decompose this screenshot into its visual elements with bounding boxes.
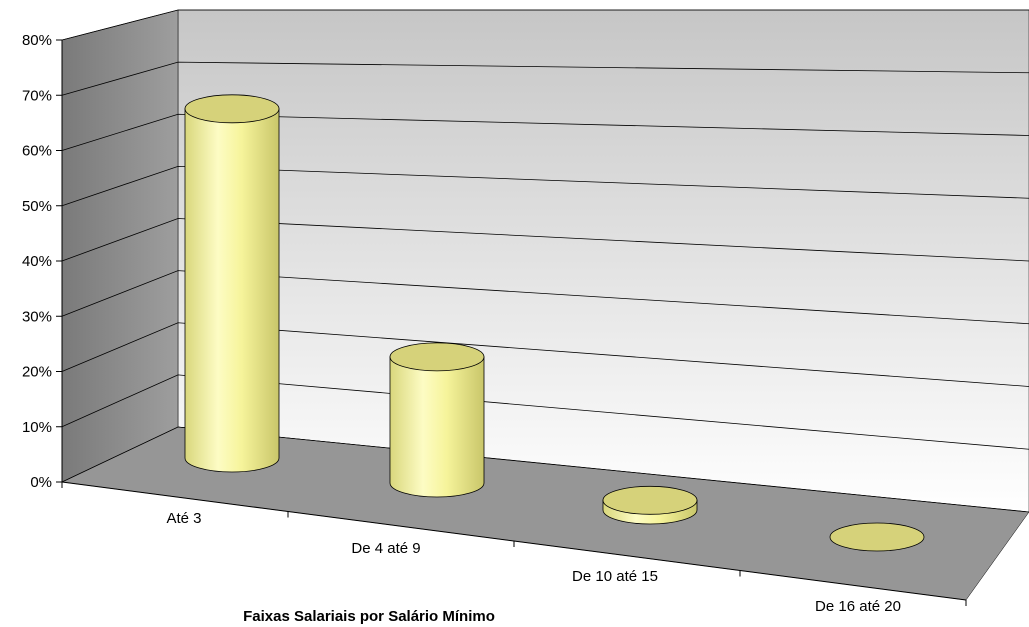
bar-1	[184, 94, 280, 473]
x-axis-title: Faixas Salariais por Salário Mínimo	[243, 608, 495, 625]
y-axis: 0% 10% 20% 30% 40% 50% 60% 70% 80%	[22, 32, 63, 491]
y-tick-label: 60%	[22, 143, 52, 160]
bar-body	[389, 356, 485, 498]
gridline	[61, 9, 1029, 41]
bar-top	[602, 485, 698, 515]
y-tick-label: 0%	[30, 474, 52, 491]
y-tick-label: 10%	[22, 419, 52, 436]
bar-body	[184, 108, 280, 473]
gridline	[61, 165, 1029, 207]
gridline	[61, 113, 1029, 151]
bar-top	[829, 522, 925, 552]
gridline	[61, 218, 1029, 262]
category-label: De 10 até 15	[572, 568, 658, 585]
x-axis	[61, 481, 967, 606]
gridline	[61, 322, 1029, 387]
bar-4	[829, 522, 925, 552]
bar-2	[389, 342, 485, 498]
category-labels: Até 3 De 4 até 9 De 10 até 15 De 16 até 20	[166, 510, 900, 615]
y-tick-label: 20%	[22, 364, 52, 381]
gridline	[61, 61, 1029, 96]
gridline	[61, 426, 1029, 513]
bar-3	[602, 485, 698, 525]
y-tick-label: 80%	[22, 32, 52, 49]
back-wall	[177, 9, 1029, 513]
side-wall	[61, 9, 179, 483]
y-tick-label: 50%	[22, 198, 52, 215]
bars	[184, 94, 925, 552]
y-tick-label: 40%	[22, 253, 52, 270]
gridline	[61, 374, 1029, 450]
y-tick-label: 30%	[22, 308, 52, 325]
gridline	[61, 270, 1029, 325]
bar-top	[184, 94, 280, 124]
category-label: De 4 até 9	[351, 540, 420, 557]
gridlines	[61, 9, 1029, 513]
y-tick-label: 70%	[22, 87, 52, 104]
category-label: Até 3	[166, 510, 201, 527]
category-label: De 16 até 20	[815, 598, 901, 615]
bar-top	[389, 342, 485, 372]
